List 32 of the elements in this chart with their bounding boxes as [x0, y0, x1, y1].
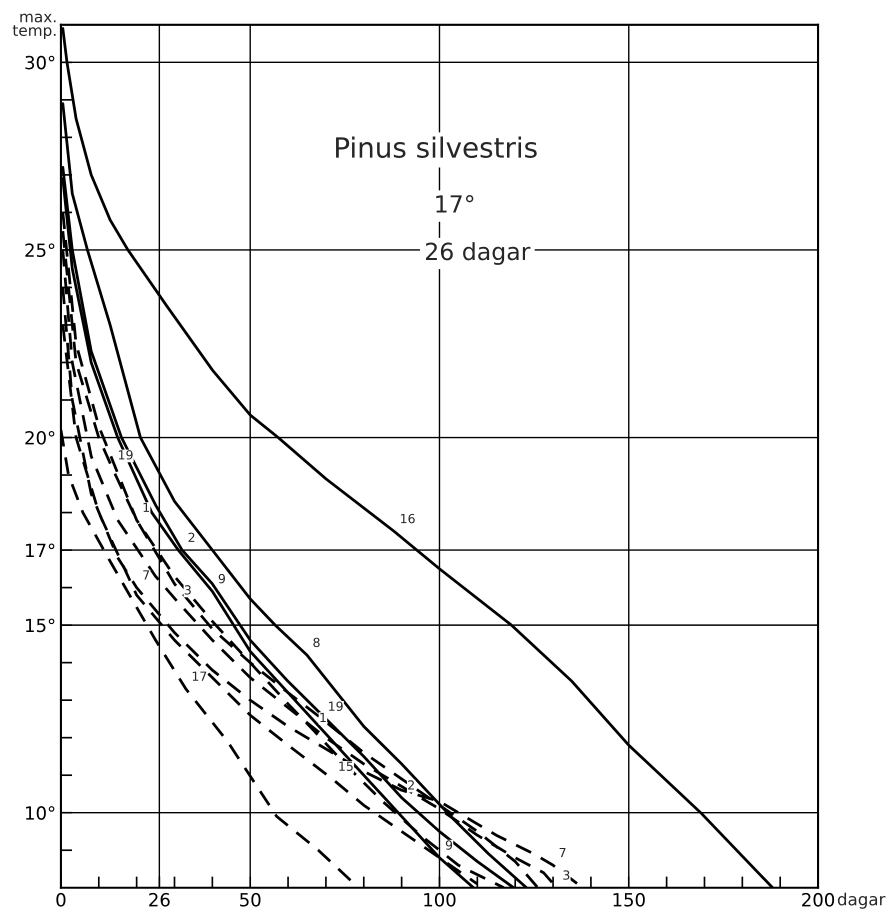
annotation: 15 [339, 762, 353, 771]
x-tick-label: 100 [424, 892, 456, 907]
annotation: 3 [184, 585, 191, 595]
y-tick-label: 30° [25, 56, 54, 70]
annotation: 19 [329, 701, 343, 711]
x-tick-label: 200 [802, 892, 834, 907]
annotation: 3 [563, 870, 570, 880]
y-tick-label: 20° [25, 430, 54, 445]
y-tick-label: 15° [26, 618, 54, 632]
annotation: 19 [118, 450, 133, 460]
annotation: 26 dagar [426, 242, 530, 265]
y-tick-label: 10° [26, 806, 54, 820]
x-tick-label: 0 [56, 892, 66, 907]
annotation: 17 [192, 672, 206, 681]
annotation: 8 [313, 638, 320, 648]
text: Pinus silvestris [336, 136, 537, 158]
annotation: 7 [560, 848, 566, 858]
x-tick-label: 26 [149, 892, 170, 907]
annotation: 2 [188, 532, 194, 542]
y-axis-title: max. temp. [12, 14, 56, 40]
annotation: 9 [446, 840, 452, 850]
annotation: 9 [218, 574, 225, 584]
x-axis-title: dagar [838, 892, 886, 909]
annotation: 16 [400, 514, 415, 524]
annotation: 1 [144, 502, 149, 512]
y-tick-label: 17° [26, 544, 54, 557]
annotation: 17° [436, 195, 474, 213]
annotation: 2 [408, 780, 414, 790]
y-tick-label: 25° [25, 243, 54, 258]
annotation: 7 [143, 570, 150, 580]
x-tick-label: 150 [614, 892, 645, 907]
x-tick-label: 50 [240, 892, 260, 907]
